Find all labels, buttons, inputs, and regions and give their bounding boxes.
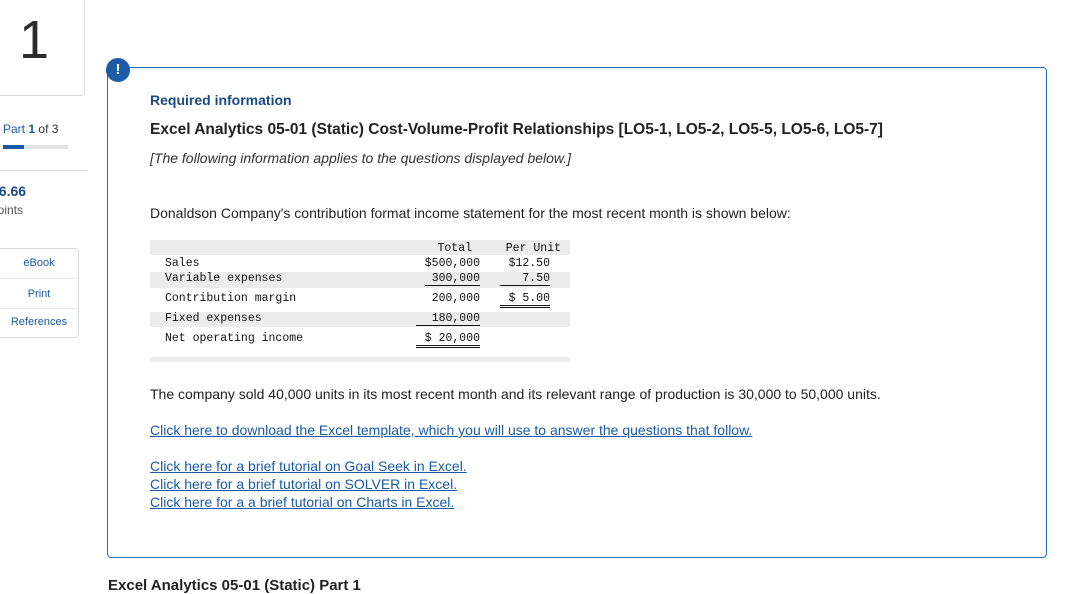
- row-total: 180,000: [416, 312, 480, 326]
- question-number-box: 1: [0, 0, 85, 96]
- solver-tutorial-link[interactable]: Click here for a brief tutorial on SOLVE…: [150, 476, 458, 492]
- row-label: Fixed expenses: [165, 312, 262, 325]
- part-current: 1: [28, 122, 36, 136]
- part-progress-fill: [3, 145, 25, 149]
- points-label: points: [0, 203, 24, 217]
- table-band: [150, 312, 570, 327]
- required-information-heading: Required information: [150, 92, 292, 108]
- charts-tutorial-link[interactable]: Click here for a a brief tutorial on Cha…: [150, 494, 455, 510]
- row-per-unit: 7.50: [500, 272, 550, 286]
- references-link[interactable]: References: [10, 316, 68, 328]
- print-link[interactable]: Print: [27, 288, 51, 300]
- excel-template-link[interactable]: Click here to download the Excel templat…: [150, 422, 753, 438]
- row-label: Sales: [165, 257, 200, 270]
- part-progress-bar: [3, 145, 68, 149]
- row-total: $500,000: [424, 257, 480, 270]
- column-header-per-unit: Per Unit: [505, 242, 561, 255]
- row-label: Variable expenses: [165, 272, 283, 285]
- question-number: 1: [19, 10, 50, 70]
- income-statement-table: Total Per Unit Sales $500,000 $12.50 Var…: [150, 240, 570, 362]
- intro-text: Donaldson Company's contribution format …: [150, 205, 791, 221]
- tool-divider: [0, 308, 78, 309]
- part-indicator: Part 1 of 3: [3, 122, 58, 136]
- alert-icon: !: [106, 58, 130, 82]
- left-divider: [0, 170, 88, 171]
- points-value: 16.66: [0, 183, 27, 199]
- units-sold-text: The company sold 40,000 units in its mos…: [150, 386, 881, 402]
- problem-title: Excel Analytics 05-01 (Static) Cost-Volu…: [150, 121, 883, 138]
- row-label: Contribution margin: [165, 292, 297, 305]
- question-tools: eBook Print References: [0, 248, 79, 338]
- table-band: [150, 357, 570, 362]
- row-label: Net operating income: [165, 332, 304, 345]
- part-prefix: Part: [3, 122, 26, 136]
- goal-seek-tutorial-link[interactable]: Click here for a brief tutorial on Goal …: [150, 458, 467, 474]
- applies-note: [The following information applies to th…: [150, 150, 572, 166]
- table-band: [150, 240, 570, 255]
- row-per-unit: $ 5.00: [500, 292, 550, 308]
- tool-divider: [0, 278, 78, 279]
- table-band: [150, 272, 570, 288]
- ebook-link[interactable]: eBook: [23, 257, 55, 269]
- row-per-unit: $12.50: [508, 257, 550, 270]
- part-total: of 3: [38, 122, 59, 136]
- row-total: $ 20,000: [416, 332, 480, 348]
- column-header-total: Total: [437, 242, 472, 255]
- row-total: 300,000: [425, 272, 480, 286]
- row-total: 200,000: [431, 292, 480, 305]
